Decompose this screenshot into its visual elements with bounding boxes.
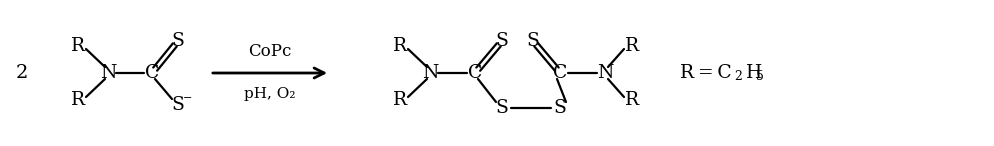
Text: R: R — [625, 37, 639, 55]
Text: R: R — [625, 91, 639, 109]
Text: N: N — [421, 64, 438, 82]
Text: R = C: R = C — [680, 64, 732, 82]
Text: R: R — [71, 91, 85, 109]
Text: S: S — [172, 32, 185, 50]
Text: C: C — [468, 64, 482, 82]
Text: C: C — [145, 64, 159, 82]
Text: pH, O₂: pH, O₂ — [245, 87, 296, 101]
Text: S: S — [496, 99, 509, 117]
Text: S: S — [554, 99, 567, 117]
Text: CoPc: CoPc — [248, 42, 291, 60]
Text: R: R — [393, 37, 408, 55]
Text: 2: 2 — [16, 64, 28, 82]
Text: N: N — [99, 64, 116, 82]
Text: C: C — [553, 64, 568, 82]
Text: R: R — [393, 91, 408, 109]
Text: S: S — [527, 32, 540, 50]
Text: S: S — [496, 32, 509, 50]
Text: 2: 2 — [734, 71, 742, 84]
Text: S: S — [172, 96, 185, 114]
Text: −: − — [183, 93, 193, 103]
Text: H: H — [746, 64, 762, 82]
Text: R: R — [71, 37, 85, 55]
Text: N: N — [596, 64, 613, 82]
Text: 5: 5 — [756, 71, 764, 84]
